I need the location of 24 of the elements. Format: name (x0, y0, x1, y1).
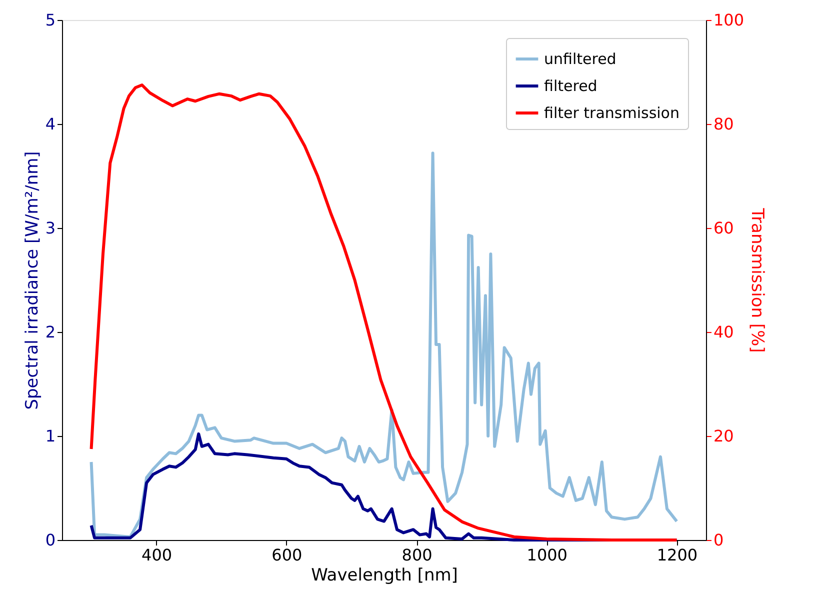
y-tick-label: 0 (45, 530, 56, 550)
legend-label: filter transmission (544, 104, 680, 122)
y-tick-label: 1 (45, 426, 56, 446)
y-axis-title: Spectral irradiance [W/m²/nm] (22, 151, 42, 410)
y2-axis-title: Transmission [%] (747, 207, 768, 353)
x-tick-label: 1000 (526, 546, 568, 564)
x-tick-label: 800 (402, 546, 432, 564)
y-tick-label: 3 (45, 218, 56, 238)
legend-label: unfiltered (544, 50, 616, 68)
x-tick-label: 1200 (656, 546, 698, 564)
y-tick-label: 5 (45, 10, 56, 30)
y2-tick-label: 80 (714, 114, 734, 134)
x-tick-label: 400 (142, 546, 172, 564)
line-series (90, 152, 678, 538)
y2-tick-label: 40 (714, 322, 734, 342)
y-tick-label: 4 (45, 114, 56, 134)
y2-tick-label: 60 (714, 218, 734, 238)
y2-tick-label: 0 (714, 530, 724, 550)
y2-tick-label: 100 (714, 10, 744, 30)
x-tick-label: 600 (272, 546, 302, 564)
y2-tick-label: 20 (714, 426, 734, 446)
y-tick-label: 2 (45, 322, 56, 342)
legend-label: filtered (544, 77, 598, 95)
x-axis-title: Wavelength [nm] (311, 566, 458, 586)
